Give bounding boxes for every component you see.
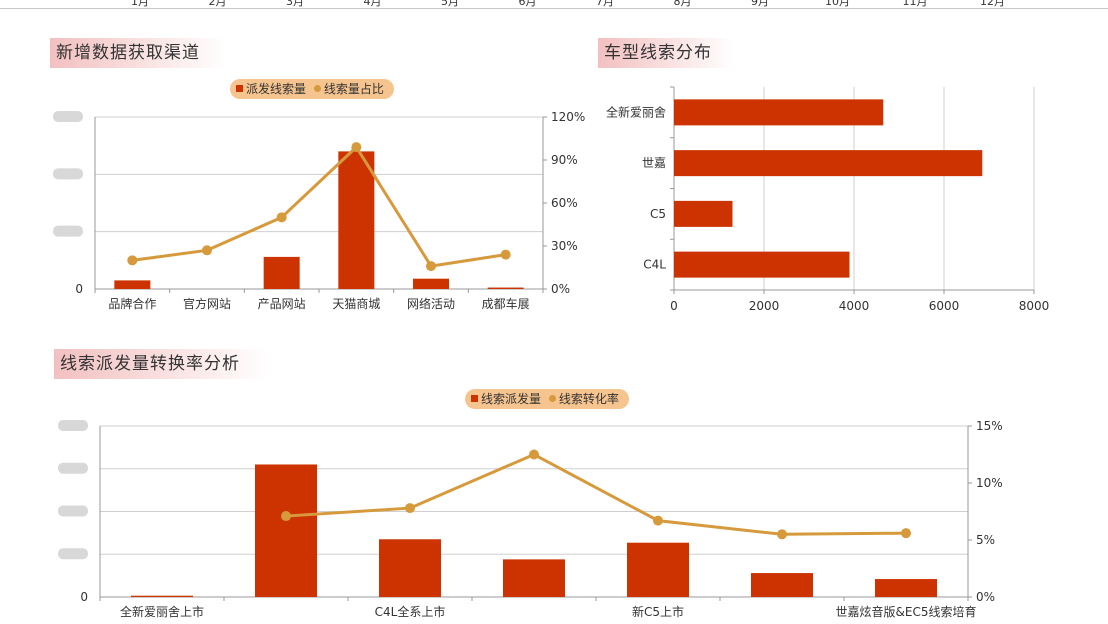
bar (875, 579, 937, 597)
y2-tick-label: 120% (551, 110, 585, 124)
acquisition-legend: 派发线索量 线索量占比 (230, 79, 394, 99)
bar (674, 150, 983, 177)
bar (751, 573, 813, 597)
y2-tick-label: 90% (551, 153, 578, 167)
y-tick-label: 世嘉 (642, 156, 666, 170)
line-point (281, 511, 291, 522)
y2-tick-label: 10% (976, 476, 1003, 490)
top-month-strip: 1月 2月 3月 4月 5月 6月 7月 8月 9月 10月 11月 12月 (0, 0, 1108, 9)
y-tick-label: 0 (80, 590, 88, 604)
y-tick-label: 全新爱丽舍 (606, 104, 666, 119)
month-label: 12月 (980, 0, 1005, 8)
line-point (405, 503, 415, 514)
x-tick-label: 天猫商城 (332, 296, 380, 311)
conversion-legend: 线索派发量 线索转化率 (465, 389, 629, 409)
line-series (285, 452, 907, 536)
y-tick-label: 0 (75, 282, 83, 296)
line-point (351, 142, 362, 153)
conversion-chart: 0 0% 5% 10% 15% 全新爱丽舍上市 C4L全系上市 新C5上市 世嘉炫音版&EC5线… (58, 419, 1003, 619)
x-tick-label: 世嘉炫音版&EC5线索培育 (836, 604, 977, 619)
y-tick-label-blurred (53, 168, 83, 180)
month-label: 5月 (441, 0, 459, 8)
month-label: 2月 (208, 0, 227, 8)
x-tick-label: 成都车展 (482, 296, 530, 311)
y-tick-label: C5 (650, 207, 666, 221)
legend-item-line: 线索转化率 (548, 389, 619, 409)
month-label: 7月 (596, 0, 614, 8)
bar (674, 200, 733, 227)
bar (627, 542, 689, 597)
y2-tick-label: 0% (551, 282, 570, 296)
month-label: 6月 (518, 0, 537, 8)
y2-tick-label: 30% (551, 239, 578, 253)
x-tick-label: 新C5上市 (632, 604, 684, 619)
legend-item-bar: 派发线索量 (236, 79, 306, 99)
x-tick-label: 产品网站 (258, 297, 306, 311)
y-tick-label-blurred (58, 420, 88, 431)
bar (379, 539, 441, 597)
x-tick-label: 4000 (839, 299, 870, 313)
y-tick-label: C4L (643, 258, 666, 272)
line-point (426, 261, 436, 272)
line-point (500, 249, 511, 260)
month-label: 8月 (673, 0, 692, 8)
y-tick-label-blurred (53, 225, 83, 237)
bar (674, 251, 850, 278)
bar (255, 464, 317, 597)
line-point (653, 515, 663, 526)
bar (114, 280, 151, 289)
legend-item-bar: 线索派发量 (471, 389, 541, 409)
x-tick-label: 全新爱丽舍上市 (120, 604, 204, 619)
y-tick-label-blurred (58, 462, 88, 474)
x-tick-label: 2000 (749, 299, 780, 313)
line-point (901, 528, 911, 539)
y-tick-label-blurred (53, 111, 83, 122)
line-point (127, 255, 138, 266)
y2-tick-label: 60% (551, 196, 578, 210)
y2-tick-label: 15% (976, 419, 1003, 433)
x-tick-label: 0 (670, 299, 678, 313)
bar (674, 99, 884, 126)
bar (131, 595, 193, 597)
acquisition-chart: 0 0% 30% 60% 90% 120% 品牌合作 官方网站 产品网站 天猫商城 网络活动 成都车展 (53, 110, 585, 311)
x-tick-label: 官方网站 (183, 296, 231, 311)
bar (338, 151, 375, 289)
y-tick-label-blurred (58, 548, 88, 560)
month-label: 3月 (286, 0, 304, 8)
line-point (777, 529, 787, 540)
y2-tick-label: 5% (976, 533, 995, 547)
conversion-section-title: 线索派发量转换率分析 (54, 349, 270, 379)
x-tick-label: C4L全系上市 (375, 604, 446, 619)
month-label: 4月 (363, 0, 382, 8)
bar (413, 278, 449, 289)
line-series (132, 144, 506, 268)
bar (503, 559, 565, 597)
month-label: 9月 (751, 0, 769, 8)
y-tick-label-blurred (58, 505, 88, 517)
bar (487, 287, 524, 289)
line-point (276, 212, 287, 223)
line-point (529, 449, 539, 460)
legend-item-line: 线索量占比 (313, 79, 384, 99)
month-label: 11月 (902, 0, 928, 8)
x-tick-label: 8000 (1019, 299, 1050, 313)
x-tick-label: 6000 (929, 299, 960, 313)
x-tick-label: 网络活动 (407, 296, 455, 311)
acquisition-section-title: 新增数据获取渠道 (50, 38, 226, 68)
line-point (202, 245, 212, 256)
month-label: 10月 (825, 0, 850, 8)
month-label: 1月 (131, 0, 149, 8)
models-section-title: 车型线索分布 (598, 38, 734, 68)
x-tick-label: 品牌合作 (108, 296, 156, 311)
bar (263, 256, 300, 289)
y2-tick-label: 0% (976, 590, 995, 604)
